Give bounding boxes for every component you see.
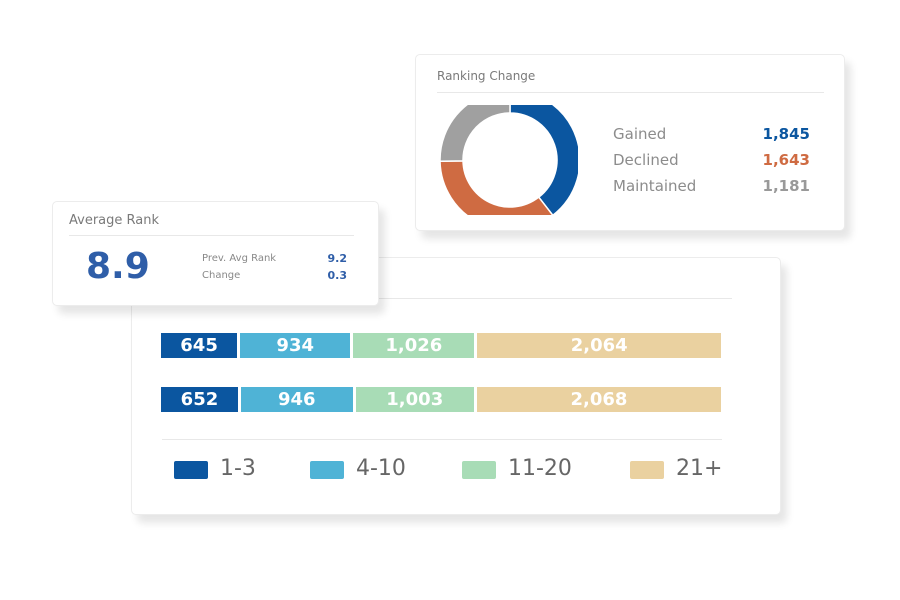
divider: [162, 439, 722, 440]
bar-segment-4-10: 934: [240, 333, 351, 358]
legend-label: 1-3: [220, 456, 256, 481]
ranking-change-title: Ranking Change: [437, 69, 536, 83]
ranking-row-gained: Gained 1,845: [613, 125, 810, 147]
prev-avg-rank-value: 9.2: [327, 252, 348, 265]
bar-segment-1-3: 645: [161, 333, 238, 358]
declined-label: Declined: [613, 151, 679, 169]
ranking-row-maintained: Maintained 1,181: [613, 177, 810, 199]
legend-swatch: [630, 461, 664, 479]
bar-segment-21+: 2,068: [476, 387, 721, 412]
bar-segment-4-10: 946: [240, 387, 353, 412]
change-value: 0.3: [327, 269, 348, 282]
bar-segment-11-20: 1,003: [355, 387, 474, 412]
donut-slice-declined: [439, 160, 554, 215]
legend-label: 21+: [676, 456, 723, 481]
bar-segment-1-3: 652: [161, 387, 238, 412]
bar-segment-21+: 2,064: [477, 333, 721, 358]
bar-row: 652 946 1,003 2,068: [161, 387, 721, 412]
bar-row: 645 934 1,026 2,064: [161, 333, 721, 358]
change-label: Change: [202, 270, 241, 281]
ranking-row-declined: Declined 1,643: [613, 151, 810, 173]
legend-swatch: [462, 461, 496, 479]
prev-avg-rank-label: Prev. Avg Rank: [202, 253, 277, 264]
gained-label: Gained: [613, 125, 667, 143]
divider: [69, 235, 354, 236]
donut-slice-maintained: [439, 105, 511, 163]
average-rank-title: Average Rank: [69, 213, 159, 228]
legend-swatch: [174, 461, 208, 479]
declined-value: 1,643: [762, 151, 810, 169]
rank-distribution-card: 645 934 1,026 2,064 652 946 1,003 2,068 1-3 4-10…: [131, 257, 781, 515]
average-rank-card: Average Rank 8.9 Prev. Avg Rank 9.2 Chan…: [52, 201, 379, 306]
ranking-change-donut: [439, 105, 578, 215]
maintained-value: 1,181: [762, 177, 810, 195]
donut-slice-gained: [509, 105, 578, 215]
ranking-change-card: Ranking Change Gained 1,845 Declined 1,6…: [415, 54, 845, 231]
legend-label: 11-20: [508, 456, 572, 481]
legend-label: 4-10: [356, 456, 406, 481]
bar-segment-11-20: 1,026: [353, 333, 475, 358]
divider: [160, 298, 732, 299]
divider: [437, 92, 824, 93]
maintained-label: Maintained: [613, 177, 697, 195]
legend-swatch: [310, 461, 344, 479]
average-rank-value: 8.9: [86, 246, 150, 287]
gained-value: 1,845: [762, 125, 810, 143]
